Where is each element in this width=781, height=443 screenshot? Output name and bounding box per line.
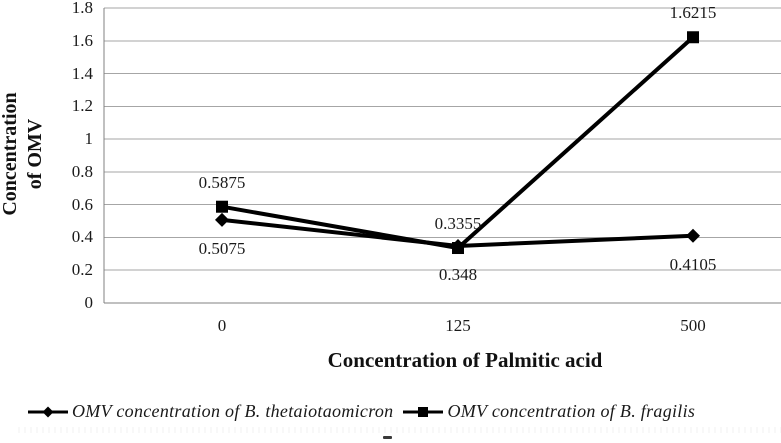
data-label: 0.348 (438, 264, 478, 284)
y-tick-label: 0.4 (71, 227, 93, 247)
cropped-caption-band (18, 427, 781, 433)
y-tick-label: 0.2 (71, 260, 93, 280)
y-tick-label: 0.8 (71, 161, 93, 181)
y-axis-title: Concentration of OMV (0, 34, 50, 274)
line-square-marker-icon (403, 406, 444, 417)
square-marker-icon (216, 200, 228, 213)
x-tick-label: 500 (680, 316, 706, 335)
y-tick-label: 0.6 (71, 194, 93, 214)
data-label: 0.5875 (198, 172, 246, 192)
y-axis-title-line1: Concentration (0, 92, 21, 216)
data-label: 0.4105 (669, 254, 717, 274)
y-tick-label: 1.6 (71, 30, 93, 50)
legend-label-fragilis: OMV concentration of B. fragilis (447, 401, 696, 421)
x-tick-label: 125 (445, 316, 471, 335)
y-tick-label: 1.8 (71, 0, 93, 17)
data-label: 0.5075 (198, 238, 246, 258)
y-tick-label: 1.2 (71, 96, 93, 116)
legend-label-thetaiotaomicron: OMV concentration of B. thetaiotaomicron (72, 401, 394, 421)
y-axis-title-line2: of OMV (24, 118, 46, 190)
x-tick-label: 0 (217, 316, 227, 335)
y-tick-label: 1 (84, 129, 94, 149)
cropped-caption-artifact (383, 436, 392, 439)
square-marker-icon (687, 31, 699, 44)
data-label: 1.6215 (669, 3, 717, 23)
data-label: 0.3355 (434, 214, 482, 233)
square-marker-icon (452, 242, 464, 255)
diamond-marker-icon (686, 228, 700, 243)
y-tick-label: 0 (84, 293, 94, 312)
x-axis-title: Concentration of Palmitic acid (327, 348, 603, 372)
y-tick-label: 1.4 (71, 63, 93, 83)
legend-item-fragilis: OMV concentration of B. fragilis (402, 401, 695, 422)
legend: OMV concentration of B. thetaiotaomicron… (27, 401, 695, 422)
line-diamond-marker-icon (28, 406, 68, 417)
legend-item-thetaiotaomicron: OMV concentration of B. thetaiotaomicron (27, 401, 393, 422)
diamond-marker-icon (215, 212, 229, 227)
